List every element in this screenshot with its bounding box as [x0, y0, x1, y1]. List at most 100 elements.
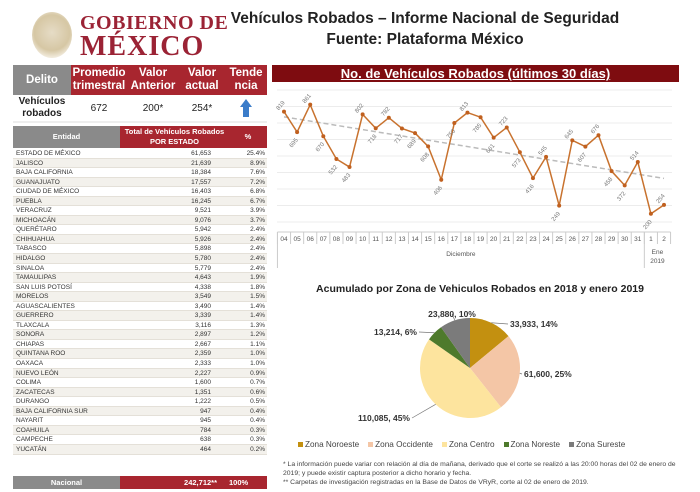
data-point	[360, 112, 365, 117]
data-point	[373, 126, 378, 131]
state-pct: 0.4%	[250, 417, 265, 425]
summary-table-header: Delito Promedio trimestral Valor Anterio…	[13, 65, 267, 95]
data-point	[386, 115, 391, 120]
pie-data-label: 110,085, 45%	[358, 413, 410, 423]
state-name: COLIMA	[16, 379, 41, 387]
state-name: CHIHUAHUA	[16, 235, 55, 243]
state-pct: 3.7%	[250, 216, 265, 224]
x-tick-label: 20	[490, 236, 498, 243]
summary-header-tendencia: Tendencia	[225, 65, 267, 95]
x-tick-label: 28	[595, 236, 603, 243]
state-pct: 7.2%	[250, 178, 265, 186]
data-label: 676	[590, 123, 601, 135]
line-chart-title: No. de Vehículos Robados (últimos 30 día…	[340, 66, 611, 81]
summary-header-promedio: Promedio trimestral	[71, 65, 127, 95]
state-name: NUEVO LEÓN	[16, 369, 59, 377]
data-point	[648, 211, 653, 216]
legend-label: Zona Noreste	[510, 440, 561, 449]
x-tick-label: 27	[582, 236, 590, 243]
data-point	[426, 144, 431, 149]
table-row: HIDALGO 5,780 2.4%	[13, 254, 267, 264]
table-row: ZACATECAS 1,351 0.6%	[13, 387, 267, 398]
state-name: GUANAJUATO	[16, 178, 60, 186]
state-pct: 2.4%	[250, 245, 265, 253]
state-total: 1,222	[194, 398, 211, 406]
x-tick-label: 21	[503, 236, 511, 243]
state-total: 5,942	[194, 226, 211, 234]
x-tick-label: 31	[634, 236, 642, 243]
x-group-label: Diciembre	[446, 251, 476, 258]
data-label: 573	[512, 157, 523, 169]
table-row: NAYARIT 945 0.4%	[13, 416, 267, 426]
x-tick-label: 10	[359, 236, 367, 243]
x-group-label: Ene	[652, 249, 664, 256]
data-label: 750	[446, 128, 457, 140]
state-name: OAXACA	[16, 360, 44, 368]
data-point	[465, 110, 470, 115]
state-pct: 2.4%	[250, 255, 265, 263]
legend-swatch	[503, 442, 509, 447]
legend-swatch	[441, 442, 447, 447]
state-total: 5,780	[194, 255, 211, 263]
pie-legend: Zona Noroeste Zona Occidente Zona Centro Zo…	[298, 440, 688, 449]
legend-swatch	[298, 442, 303, 447]
state-pct: 1.8%	[250, 283, 265, 291]
header-pct: %	[229, 126, 267, 148]
state-total: 1,351	[194, 388, 211, 396]
state-pct: 0.5%	[250, 398, 265, 406]
state-name: HIDALGO	[16, 255, 46, 263]
x-tick-label: 13	[398, 236, 406, 243]
data-label: 861	[302, 93, 313, 105]
data-point	[544, 154, 549, 159]
table-row: CIUDAD DE MÉXICO 16,403 6.8%	[13, 187, 267, 197]
series-line	[283, 102, 665, 215]
data-point	[596, 133, 601, 138]
data-label: 661	[485, 143, 496, 155]
summary-row: Vehículos robados 672 200* 254*	[13, 95, 267, 123]
x-tick-label: 1	[649, 236, 653, 243]
state-pct: 0.3%	[250, 436, 265, 444]
leader-line	[491, 322, 509, 325]
data-label: 645	[564, 128, 575, 140]
state-total: 638	[200, 436, 211, 444]
state-total: 2,897	[194, 331, 211, 339]
state-pct: 0.2%	[250, 445, 265, 453]
state-total: 2,359	[194, 350, 211, 358]
summary-header-delito: Delito	[13, 65, 71, 95]
x-tick-label: 14	[411, 236, 419, 243]
table-row: OAXACA 2,333 1.0%	[13, 359, 267, 369]
logo-text-line2: MÉXICO	[80, 31, 205, 62]
state-name: QUINTANA ROO	[16, 350, 66, 358]
data-label: 785	[472, 122, 483, 134]
summary-anterior: 200*	[142, 102, 164, 114]
data-point	[570, 138, 575, 143]
state-total: 1,600	[194, 379, 211, 387]
state-total: 3,549	[194, 293, 211, 301]
state-pct: 6.7%	[250, 197, 265, 205]
state-name: TLAXCALA	[16, 321, 50, 329]
state-name: COAHUILA	[16, 426, 50, 434]
pie-slice	[470, 318, 509, 368]
summary-header-anterior: Valor Anterior	[127, 65, 179, 95]
state-name: CHIAPAS	[16, 340, 45, 348]
state-name: TAMAULIPAS	[16, 274, 57, 282]
table-row: SONORA 2,897 1.2%	[13, 330, 267, 340]
state-name: ZACATECAS	[16, 388, 55, 396]
state-name: AGUASCALIENTES	[16, 302, 75, 310]
state-pct: 3.9%	[250, 207, 265, 215]
state-total: 21,639	[191, 159, 211, 167]
x-tick-label: 18	[464, 236, 472, 243]
state-total: 784	[200, 426, 211, 434]
data-point	[413, 131, 418, 136]
legend-swatch	[569, 442, 575, 447]
header-entidad: Entidad	[13, 126, 120, 148]
data-label: 608	[420, 152, 431, 164]
table-row: GUERRERO 3,339 1.4%	[13, 311, 267, 321]
data-label: 782	[381, 106, 392, 118]
state-name: CIUDAD DE MÉXICO	[16, 188, 80, 196]
table-row: SAN LUIS POTOSÍ 4,338 1.8%	[13, 283, 267, 293]
data-label: 717	[394, 134, 405, 146]
state-pct: 1.9%	[250, 274, 265, 282]
x-tick-label: 12	[385, 236, 393, 243]
state-total: 4,643	[194, 274, 211, 282]
